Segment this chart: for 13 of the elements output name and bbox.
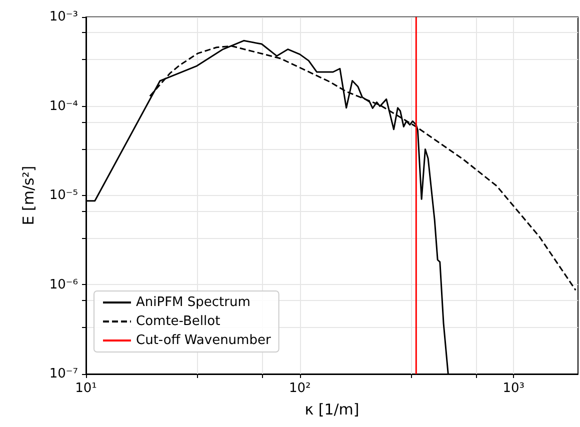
legend-label: AniPFM Spectrum [136, 295, 250, 310]
legend-label: Comte-Bellot [136, 314, 220, 329]
x-tick-label: 10³ [502, 381, 525, 396]
y-axis-title: E [m/s²] [20, 166, 38, 226]
y-tick-label: 10⁻⁴ [49, 98, 78, 114]
y-tick-label: 10⁻⁷ [49, 366, 78, 382]
y-tick-label: 10⁻⁶ [49, 277, 78, 292]
y-tick-label: 10⁻³ [49, 10, 78, 24]
x-tick-label: 10² [288, 381, 311, 396]
x-tick-label: 10¹ [75, 381, 97, 396]
y-tick-label: 10⁻⁵ [49, 188, 78, 203]
legend-label: Cut-off Wavenumber [136, 333, 272, 348]
x-axis-title: κ [1/m] [304, 400, 360, 418]
